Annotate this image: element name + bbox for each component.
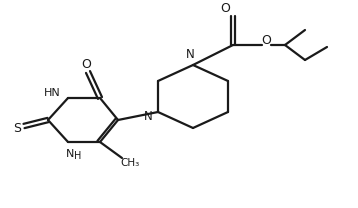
Text: O: O bbox=[81, 57, 91, 71]
Text: HN: HN bbox=[44, 88, 61, 98]
Text: H: H bbox=[74, 151, 82, 161]
Text: N: N bbox=[66, 149, 74, 159]
Text: N: N bbox=[144, 109, 153, 123]
Text: S: S bbox=[13, 123, 21, 135]
Text: N: N bbox=[186, 48, 194, 62]
Text: CH₃: CH₃ bbox=[120, 158, 140, 168]
Text: O: O bbox=[220, 2, 230, 16]
Text: O: O bbox=[261, 33, 271, 47]
